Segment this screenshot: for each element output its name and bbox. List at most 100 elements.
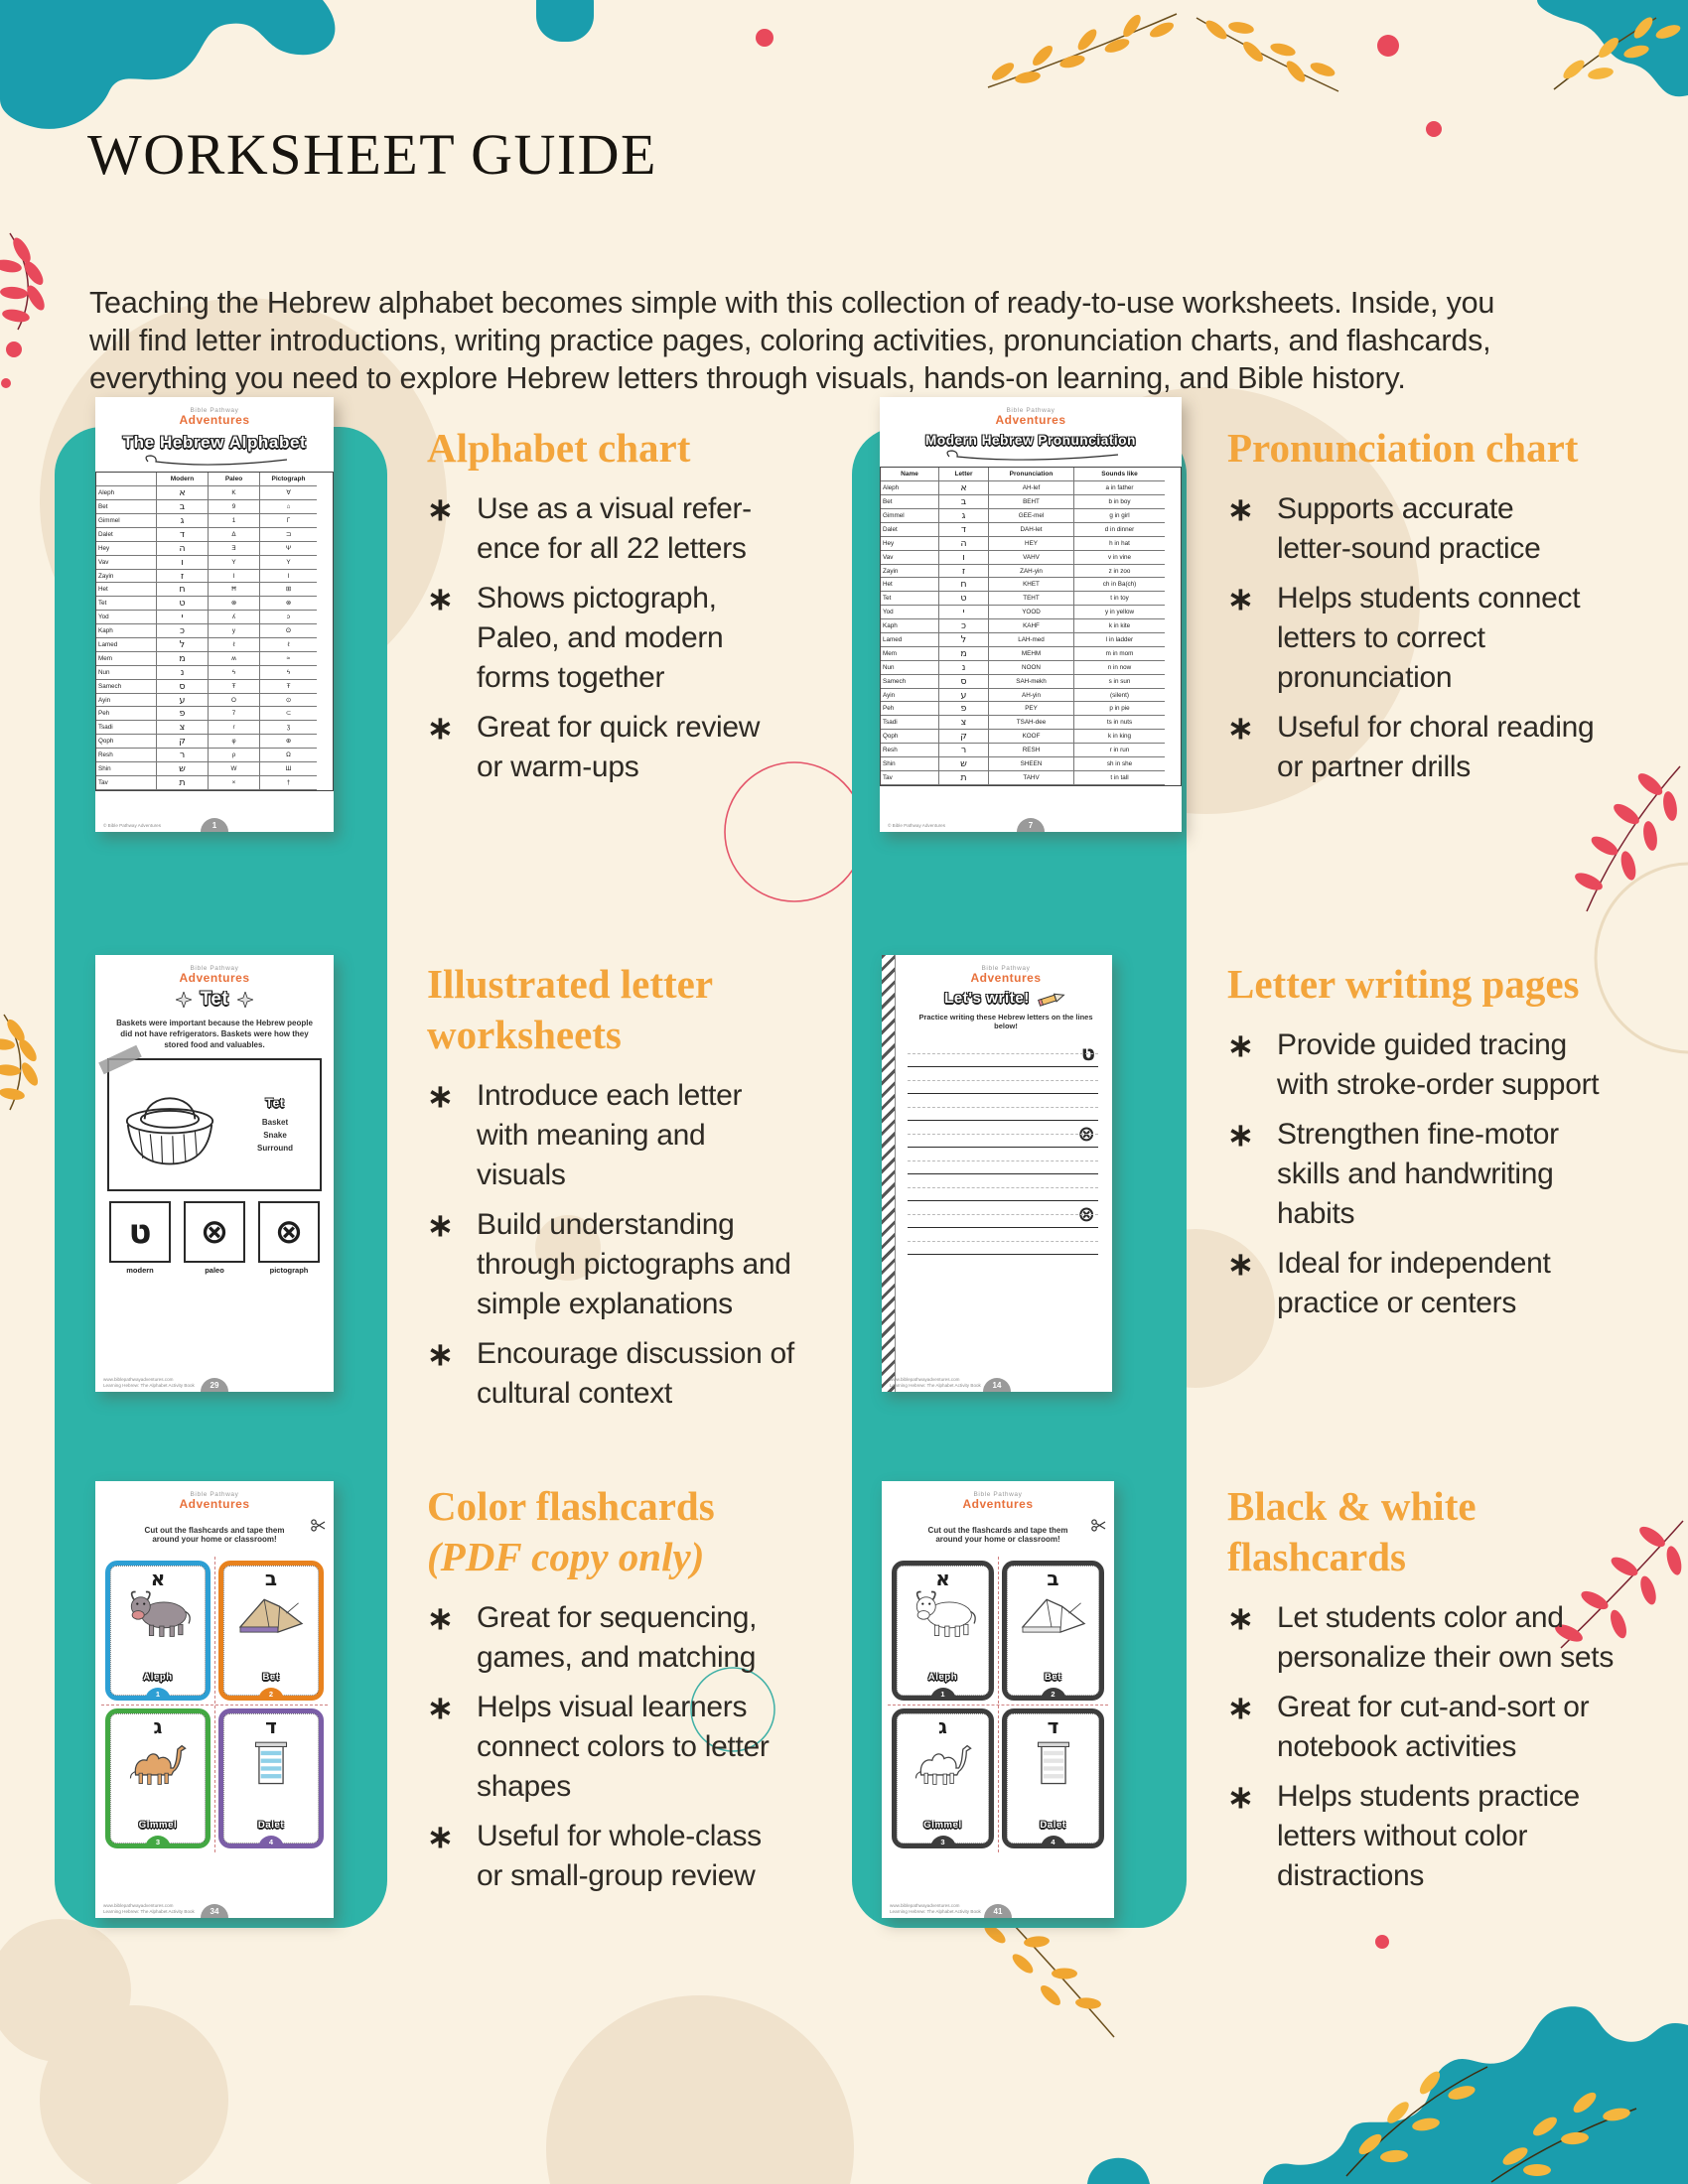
table-cell: ז — [156, 569, 208, 584]
table-cell: 9 — [208, 500, 259, 514]
table-cell: ⌂ — [259, 500, 317, 514]
letter-glyph: ⊗ — [258, 1201, 320, 1264]
table-cell: נ — [156, 665, 208, 680]
table-cell: Ш — [259, 762, 317, 776]
teal-blob-bottom-right — [1263, 2006, 1688, 2184]
bullet-list: ∗ Supports accurate letter-sound practice… — [1227, 489, 1679, 787]
table-cell: כ — [156, 624, 208, 639]
table-cell: ק — [156, 735, 208, 750]
bullet-text: Provide guided tracing with stroke-order… — [1277, 1028, 1600, 1101]
table-cell: ב — [938, 495, 988, 509]
teal-bump-bottom — [1087, 2157, 1150, 2184]
section-color-flashcards: Color flashcards (PDF copy only) ∗ Great f… — [427, 1481, 874, 1906]
table-cell: Nun — [96, 666, 156, 680]
flashcard-letter: א — [150, 1567, 166, 1591]
page-number-badge: 34 — [201, 1904, 228, 1918]
table-cell: I — [208, 569, 259, 584]
table-cell: ʒ — [259, 721, 317, 736]
table-cell: Qoph — [881, 730, 938, 745]
table-cell: Resh — [96, 749, 156, 763]
bullet-text: Use as a visual refer- ence for all 22 l… — [477, 492, 752, 565]
illustration-frame: Tet Basket Snake Surround — [98, 1045, 322, 1192]
letter-form-label: pictograph — [269, 1266, 309, 1276]
star-doodle-icon — [175, 992, 192, 1009]
table-cell: TAHV — [988, 770, 1073, 785]
flashcard-gimmel: ג Gimmel 3 — [892, 1708, 994, 1849]
table-cell: ט — [156, 597, 208, 612]
table-cell: Bet — [96, 500, 156, 514]
table-cell: ד — [938, 522, 988, 537]
flashcard-bet: ב Bet 2 — [218, 1561, 324, 1702]
table-cell: s in sun — [1073, 674, 1165, 689]
flashcard-illustration — [1016, 1737, 1091, 1792]
table-cell: Zayin — [881, 565, 938, 579]
flashcard-name: Dalet — [257, 1820, 285, 1832]
asterisk-icon: ∗ — [427, 1819, 454, 1854]
flashcard-letter: ג — [938, 1714, 947, 1739]
bullet-text: Shows pictograph, Paleo, and modern form… — [477, 582, 724, 694]
table-cell: ש — [938, 757, 988, 771]
worksheet-title: Modern Hebrew Pronunciation — [925, 433, 1136, 449]
table-cell: Zayin — [96, 570, 156, 584]
table-cell: Aleph — [96, 486, 156, 501]
section-title: Alphabet chart — [427, 425, 691, 471]
table-cell: Ŧ — [208, 679, 259, 694]
asterisk-icon: ∗ — [1227, 1246, 1254, 1282]
thumbnail-tet-worksheet: Bible Pathway Adventures Tet Baskets wer… — [95, 955, 334, 1392]
table-cell: ע — [938, 688, 988, 703]
table-cell: d in dinner — [1073, 522, 1165, 537]
table-cell: W — [208, 762, 259, 776]
table-cell: m in mom — [1073, 646, 1165, 661]
bullet-list: ∗ Provide guided tracing with stroke-orde… — [1227, 1025, 1684, 1323]
table-cell: צ — [938, 716, 988, 731]
publisher-logo: Bible Pathway Adventures — [179, 407, 250, 428]
table-cell: l in ladder — [1073, 633, 1165, 647]
flashcard-number-badge: 2 — [1040, 1688, 1066, 1702]
flashcard-number-badge: 1 — [929, 1688, 956, 1702]
table-cell: ρ — [208, 749, 259, 763]
table-cell: ח — [156, 583, 208, 598]
thumbnail-color-flashcards: Bible Pathway Adventures Cut out the fla… — [95, 1481, 334, 1918]
page-number-badge: 14 — [983, 1378, 1011, 1392]
cut-line — [888, 1705, 1108, 1706]
bullet-item: ∗ Supports accurate letter-sound practice — [1227, 489, 1679, 569]
flashcard-dalet: ד Dalet 4 — [1002, 1708, 1104, 1849]
worksheet-footer: © Bible Pathway Adventures — [103, 823, 162, 828]
bullet-item: ∗ Strengthen fine-motor skills and handwr… — [1227, 1115, 1684, 1234]
flashcard-letter: ג — [153, 1714, 163, 1739]
table-cell: ⊂ — [259, 707, 317, 722]
asterisk-icon: ∗ — [427, 1336, 454, 1372]
column-header: Pictograph — [259, 473, 317, 487]
table-cell: ʘ — [259, 624, 317, 639]
flashcard-illustration — [1016, 1589, 1091, 1644]
table-cell: SHEEN — [988, 757, 1073, 771]
table-cell: Tav — [881, 771, 938, 785]
table-cell: K — [208, 486, 259, 501]
table-cell: Mem — [881, 647, 938, 661]
bullet-item: ∗ Introduce each letter with meaning and … — [427, 1076, 874, 1195]
bullet-text: Strengthen fine-motor skills and handwri… — [1277, 1118, 1559, 1230]
table-cell: t in toy — [1073, 592, 1165, 607]
table-cell: MEHM — [988, 646, 1073, 661]
bullet-text: Useful for choral reading or partner dri… — [1277, 711, 1595, 783]
table-cell: PEY — [988, 702, 1073, 717]
table-cell: k in kite — [1073, 619, 1165, 634]
table-cell: HEY — [988, 536, 1073, 551]
bullet-item: ∗ Great for sequencing, games, and matchi… — [427, 1598, 874, 1678]
table-cell: ⊞ — [259, 583, 317, 598]
worksheet-footer: www.biblepathwayadventures.com Learning … — [103, 1377, 195, 1388]
section-illustrated-worksheets: Illustrated letter worksheets ∗ Introduce … — [427, 959, 874, 1424]
bullet-item: ∗ Great for cut-and-sort or notebook acti… — [1227, 1688, 1684, 1767]
flashcard-illustration — [120, 1589, 196, 1644]
column-header: Modern — [156, 473, 208, 487]
publisher-logo: Bible Pathway Adventures — [179, 965, 250, 986]
flashcard-illustration — [906, 1589, 981, 1644]
bullet-list: ∗ Great for sequencing, games, and matchi… — [427, 1598, 874, 1896]
cutout-instruction: Cut out the flashcards and tape them aro… — [107, 1517, 326, 1553]
table-cell: y in yellow — [1073, 606, 1165, 620]
asterisk-icon: ∗ — [1227, 491, 1254, 527]
flashcard-number-badge: 4 — [1040, 1836, 1066, 1849]
table-cell: פ — [156, 707, 208, 722]
table-cell: Kaph — [96, 624, 156, 639]
